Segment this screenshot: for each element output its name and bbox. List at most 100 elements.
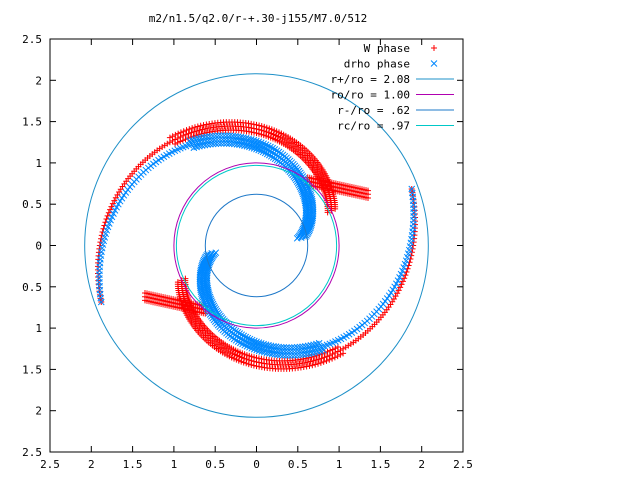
drho-phase-point — [255, 347, 263, 355]
radius-circle — [175, 164, 338, 327]
drho-phase-point — [242, 134, 250, 142]
y-tick-label: 0.5 — [22, 198, 42, 211]
legend-marker — [431, 45, 437, 51]
w-phase-point — [299, 360, 306, 367]
legend-label: W phase — [364, 42, 410, 55]
x-tick-label: 0.5 — [205, 458, 225, 471]
axis-ticks: 2.5 2 1.5 1 0.5 0 0.5 1 1.5 2 2.52.521.510.500.511… — [22, 33, 473, 471]
w-phase-point — [334, 343, 341, 350]
drho-phase-point — [211, 304, 219, 311]
w-phase-point — [329, 346, 336, 353]
w-phase-point — [261, 123, 268, 130]
drho-phase-point — [263, 349, 271, 357]
w-phase-point — [197, 122, 204, 129]
w-phase-point — [174, 139, 181, 146]
drho-phase-point — [124, 186, 132, 194]
w-phase-point — [315, 360, 322, 367]
w-phase-point — [250, 362, 257, 369]
w-phase-point — [199, 126, 206, 133]
legend-label: drho phase — [344, 58, 410, 71]
legend-label: r+/ro = 2.08 — [331, 73, 410, 86]
w-phase-point — [196, 127, 203, 134]
y-tick-label: 0.5 — [22, 281, 42, 294]
w-phase-point — [166, 139, 173, 146]
w-phase-point — [203, 121, 210, 128]
w-phase-point — [303, 363, 310, 370]
w-phase-point — [243, 360, 250, 367]
drho-phase-point — [204, 141, 211, 149]
w-phase-point — [323, 357, 330, 364]
drho-phase-point — [208, 299, 216, 306]
w-phase-point — [395, 287, 402, 294]
drho-phase-point — [391, 283, 399, 291]
w-phase-point — [318, 355, 325, 362]
drho-phase-point — [294, 180, 302, 187]
drho-phase-point — [299, 343, 306, 351]
drho-phase-point — [118, 194, 126, 202]
drho-phase-point — [315, 339, 323, 347]
x-tick-label: 2 — [88, 458, 95, 471]
drho-phase-point — [408, 185, 416, 193]
w-phase-point — [300, 364, 307, 371]
drho-phase-point — [250, 136, 258, 144]
x-tick-label: 2.5 — [40, 458, 60, 471]
drho-phase-point — [237, 133, 245, 141]
w-phase-point — [306, 362, 313, 369]
drho-phase-point — [111, 207, 119, 214]
drho-phase-point — [258, 348, 266, 355]
w-phase-point — [186, 126, 193, 133]
y-tick-label: 1.5 — [22, 116, 42, 129]
radius-circles — [84, 73, 429, 418]
drho-phase-point — [207, 140, 214, 148]
drho-phase-point — [389, 286, 397, 294]
w-phase-point — [179, 137, 186, 144]
y-tick-label: 1.5 — [22, 363, 42, 376]
x-tick-label: 1 — [336, 458, 343, 471]
drho-phase-point — [273, 347, 281, 355]
legend-label: rc/ro = .97 — [337, 120, 410, 133]
x-tick-label: 0 — [253, 458, 260, 471]
legend-label: ro/ro = 1.00 — [331, 89, 410, 102]
drho-phase-point — [396, 274, 403, 281]
drho-phase-point — [266, 350, 273, 357]
drho-phase-point — [296, 343, 304, 351]
drho-phase-point — [260, 348, 268, 356]
drho-phase-point — [232, 132, 239, 140]
w-phase-point — [202, 125, 209, 132]
w-phase-point — [332, 345, 339, 352]
w-phase-point — [245, 361, 252, 368]
y-tick-label: 2.5 — [22, 446, 42, 459]
w-phase-point — [188, 129, 195, 136]
radius-circle — [204, 193, 309, 298]
w-phase-point — [185, 130, 192, 137]
w-phase-point — [109, 200, 116, 207]
drho-phase-point — [383, 295, 391, 302]
drho-phase-point — [300, 347, 308, 354]
w-phase-point — [402, 272, 409, 279]
w-phase-point — [337, 347, 344, 354]
w-phase-point — [304, 359, 311, 366]
w-phase-point — [398, 281, 405, 288]
w-phase-point — [399, 278, 406, 285]
w-phase-point — [191, 124, 198, 131]
drho-phase-point — [271, 351, 279, 358]
drho-phase-point — [385, 292, 393, 300]
legend-label: r-/ro = .62 — [337, 104, 410, 117]
drho-phase-point — [269, 154, 277, 161]
y-tick-label: 0 — [35, 240, 42, 253]
w-phase-point — [312, 361, 319, 368]
w-phase-point — [183, 127, 190, 134]
w-phase-point — [204, 125, 211, 132]
w-phase-point — [258, 123, 265, 130]
x-tick-label: 0.5 — [288, 458, 308, 471]
drho-phase-point — [209, 140, 217, 148]
w-phase-point — [302, 359, 309, 366]
w-phase-point — [107, 206, 114, 213]
w-phase-point — [193, 127, 200, 134]
w-phase-point — [308, 354, 315, 361]
w-phase-point — [253, 363, 260, 370]
y-tick-label: 2.5 — [22, 33, 42, 46]
drho-phase-point — [210, 302, 218, 310]
w-phase-point — [394, 290, 401, 297]
